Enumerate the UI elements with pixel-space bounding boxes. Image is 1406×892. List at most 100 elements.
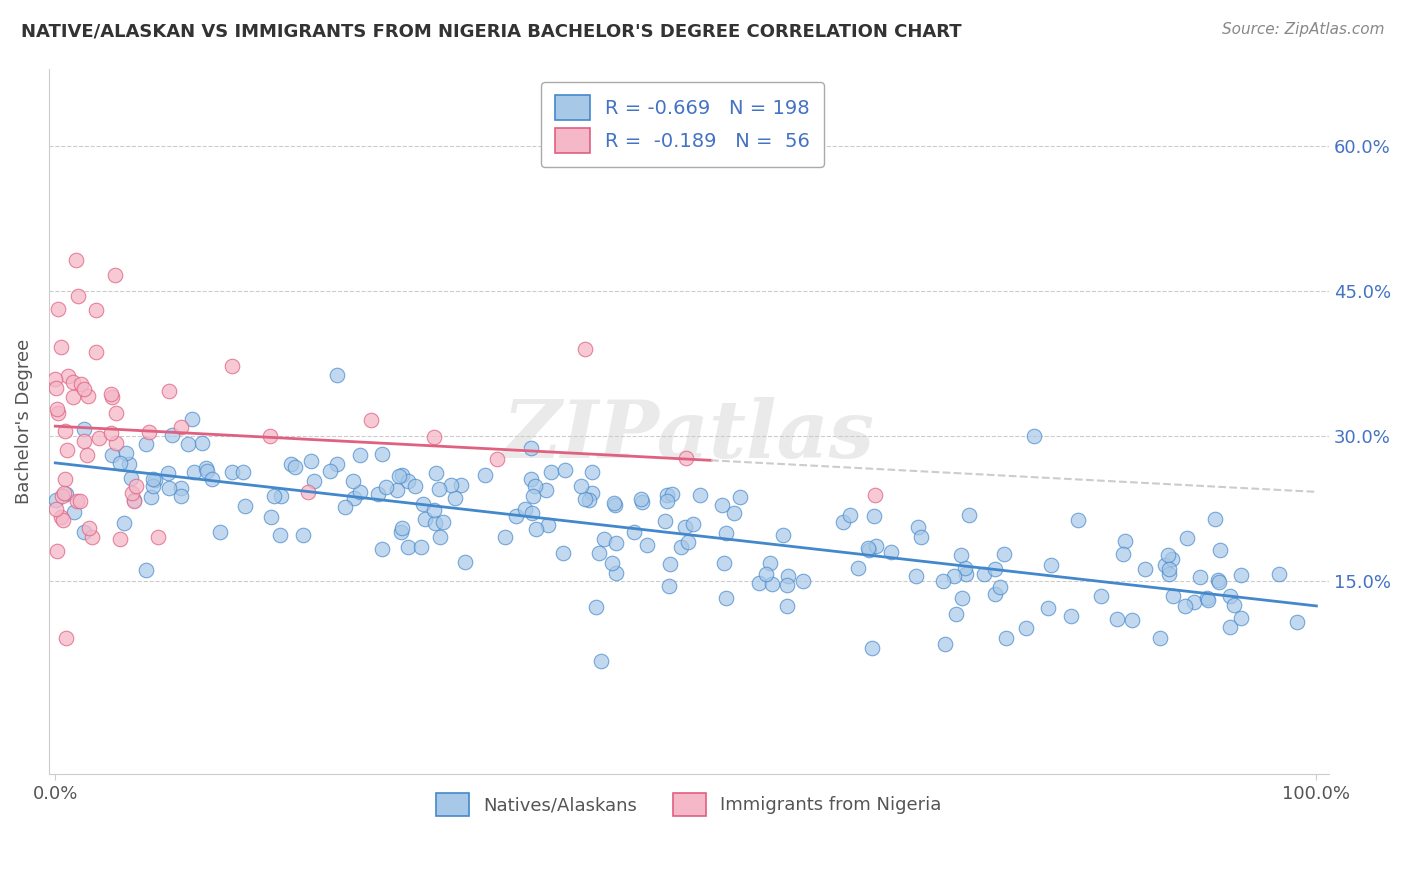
Point xyxy=(838,508,860,522)
Point xyxy=(221,465,243,479)
Point xyxy=(713,556,735,570)
Point xyxy=(69,494,91,508)
Point xyxy=(630,491,652,506)
Point xyxy=(55,631,77,645)
Point xyxy=(389,525,412,540)
Point xyxy=(62,390,84,404)
Point xyxy=(631,494,654,508)
Point xyxy=(326,457,349,471)
Point xyxy=(82,530,104,544)
Point xyxy=(422,430,444,444)
Point xyxy=(1060,609,1083,624)
Point xyxy=(170,420,193,434)
Point xyxy=(540,465,562,479)
Point xyxy=(191,436,214,450)
Point xyxy=(371,447,394,461)
Point xyxy=(551,545,574,559)
Point xyxy=(89,431,111,445)
Point xyxy=(1112,547,1135,561)
Point xyxy=(260,510,283,524)
Point xyxy=(519,441,541,455)
Point xyxy=(104,268,127,282)
Point xyxy=(554,463,576,477)
Point xyxy=(443,491,465,505)
Point xyxy=(280,457,302,471)
Point xyxy=(723,507,745,521)
Point xyxy=(342,475,364,489)
Point xyxy=(602,496,624,510)
Point xyxy=(120,471,142,485)
Point xyxy=(585,599,607,614)
Point xyxy=(118,457,141,471)
Point xyxy=(832,516,855,530)
Point xyxy=(122,494,145,508)
Point xyxy=(593,532,616,546)
Point xyxy=(142,479,165,493)
Point xyxy=(450,478,472,492)
Point xyxy=(524,479,547,493)
Point xyxy=(1182,595,1205,609)
Point xyxy=(485,452,508,467)
Point xyxy=(578,493,600,508)
Point xyxy=(101,448,124,462)
Point xyxy=(157,466,180,480)
Point xyxy=(682,516,704,531)
Point xyxy=(1154,558,1177,573)
Point xyxy=(949,548,972,562)
Point xyxy=(581,485,603,500)
Point xyxy=(170,481,193,495)
Point xyxy=(1177,531,1199,545)
Point xyxy=(950,591,973,605)
Point xyxy=(454,555,477,569)
Point xyxy=(63,505,86,519)
Point xyxy=(1174,599,1197,614)
Point xyxy=(70,376,93,391)
Point xyxy=(125,479,148,493)
Point xyxy=(208,524,231,539)
Point xyxy=(104,406,127,420)
Point xyxy=(432,515,454,529)
Point xyxy=(73,422,96,436)
Point xyxy=(73,382,96,396)
Point xyxy=(52,485,75,500)
Point xyxy=(904,569,927,583)
Point xyxy=(1208,574,1230,588)
Point xyxy=(1229,611,1251,625)
Point xyxy=(221,359,243,374)
Point xyxy=(520,506,543,520)
Point xyxy=(862,509,884,524)
Point xyxy=(269,527,291,541)
Point xyxy=(603,499,626,513)
Point xyxy=(48,406,70,420)
Point xyxy=(759,556,782,570)
Point xyxy=(142,472,165,486)
Point xyxy=(396,540,419,554)
Point xyxy=(45,381,67,395)
Point xyxy=(46,301,69,316)
Point xyxy=(513,502,536,516)
Point xyxy=(848,561,870,575)
Point xyxy=(776,599,799,614)
Point xyxy=(984,562,1007,576)
Point xyxy=(910,530,932,544)
Point xyxy=(170,489,193,503)
Point xyxy=(474,467,496,482)
Point xyxy=(657,488,679,502)
Point xyxy=(66,494,89,508)
Point xyxy=(856,541,879,556)
Point xyxy=(1219,589,1241,603)
Point xyxy=(676,535,699,549)
Point xyxy=(232,465,254,479)
Point xyxy=(658,557,681,571)
Point xyxy=(387,483,409,498)
Point xyxy=(49,340,72,354)
Point xyxy=(1204,512,1226,526)
Point xyxy=(858,542,880,557)
Point xyxy=(108,532,131,546)
Point xyxy=(73,525,96,540)
Point xyxy=(1040,558,1063,572)
Point xyxy=(1090,589,1112,603)
Point xyxy=(1163,590,1185,604)
Point xyxy=(135,437,157,451)
Point xyxy=(600,556,623,570)
